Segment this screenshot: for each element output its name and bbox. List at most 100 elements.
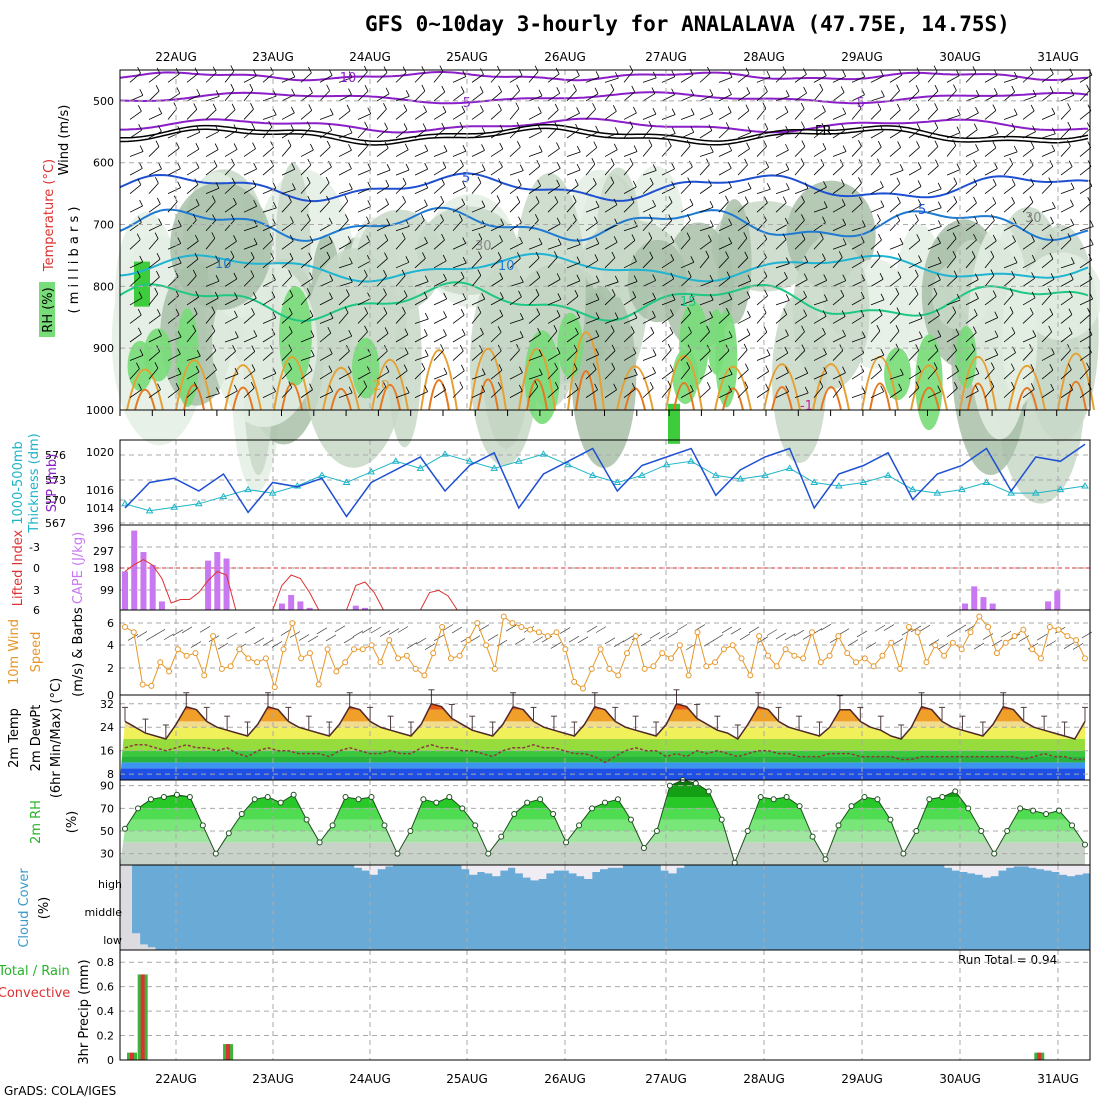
wind10-barb [919, 624, 931, 632]
lifted-tick-3: 3 [33, 584, 40, 597]
wind-barb [338, 200, 349, 213]
wind-barb-flag [423, 291, 428, 299]
wind-barb-flag [633, 106, 637, 114]
wind10-barb [334, 625, 346, 633]
wind-barb-flag [743, 232, 748, 239]
wind-barb [680, 94, 694, 102]
isotherm-20 [665, 355, 703, 411]
wind-barb-flag [861, 386, 866, 394]
rh-band [120, 819, 1085, 831]
wind-barb [1041, 150, 1055, 157]
wind-barb [737, 132, 752, 139]
wind-barb [661, 386, 672, 398]
wind-barb [756, 331, 768, 343]
thickness-series-marker [711, 471, 720, 478]
wind-barb [186, 330, 197, 343]
wind-barb [585, 131, 599, 139]
wind-barb [338, 281, 353, 287]
wind-barb [813, 372, 827, 380]
wind-barb [376, 386, 387, 398]
ylabel-cloud: Cloud Cover [17, 868, 32, 948]
wind10-barb [1018, 635, 1030, 642]
wind-barb [585, 369, 597, 380]
rh-series-marker [861, 794, 868, 800]
wind-barb-flag [554, 196, 559, 203]
wind-barb [186, 131, 200, 139]
wind10-series-marker [174, 646, 181, 653]
wind-barb-flag [177, 126, 182, 133]
wind-barb-flag [270, 252, 275, 260]
wind-barb [433, 111, 447, 120]
wind-barb [1041, 258, 1054, 269]
wind-barb [718, 94, 732, 102]
wind-barb-flag [1050, 273, 1055, 280]
wind10-series-marker [1082, 655, 1088, 662]
cape-bar [1045, 601, 1052, 610]
wind-barb [851, 226, 866, 232]
wind-barb-flag [216, 387, 220, 394]
rh-series-marker [186, 794, 193, 800]
wind10-barb [937, 643, 949, 650]
wind-barb [148, 314, 161, 324]
wind-barb [300, 336, 315, 343]
wind-barb-flag [538, 89, 543, 97]
wind-barb-flag [956, 126, 961, 133]
wind10-series-marker [870, 663, 877, 670]
wind-barb-flag [195, 142, 200, 150]
isotherm-25 [918, 387, 940, 411]
wind-barb-flag [858, 196, 863, 203]
precip-convective-bar [1037, 1052, 1042, 1060]
date-bottom-28AUG: 28AUG [743, 1072, 785, 1086]
wind-barb-flag [441, 178, 445, 185]
wind-barb [547, 185, 560, 194]
wind-barb-flag [1049, 364, 1054, 371]
wind10-series-marker [201, 672, 208, 679]
rh-series-marker [472, 822, 479, 829]
wind10-series-marker [342, 659, 349, 666]
wind10-series-marker [148, 682, 155, 689]
wind-barb [262, 72, 274, 83]
wind-barb [680, 204, 694, 213]
wind-barb-flag [556, 217, 561, 225]
wind-barb-flag [325, 176, 330, 184]
wind-barb [1003, 241, 1016, 250]
wind-barb [262, 187, 277, 195]
wind-barb-flag [914, 288, 919, 295]
wind-barb [509, 185, 522, 194]
ylabel-precip: 3hr Precip (mm) [77, 959, 92, 1064]
wind-barb-flag [272, 218, 277, 225]
rh-series-marker [134, 805, 141, 812]
rh-series-marker [524, 799, 531, 806]
wind-barb-flag [652, 199, 656, 207]
wind-barb-flag [614, 127, 619, 134]
wind-barb [908, 293, 919, 306]
rh-series-marker [627, 816, 634, 823]
wind-barb-flag [611, 344, 616, 352]
wind-barb-flag [614, 71, 619, 79]
wind-barb-flag [897, 141, 901, 148]
wind-barb-flag [424, 181, 429, 189]
wind-barb [224, 316, 238, 324]
wind10-barb [640, 639, 652, 647]
wind-barb [338, 350, 350, 361]
wind-barb [984, 110, 997, 120]
wind-barb-flag [823, 181, 827, 188]
date-top-29AUG: 29AUG [841, 50, 883, 64]
thickness-series-marker [687, 457, 696, 464]
wind-barb [661, 314, 674, 324]
wind10-barb [451, 626, 463, 634]
wind-barb-flag [994, 127, 999, 134]
wind-barb-flag [1050, 383, 1055, 391]
wind10-barb [469, 635, 481, 643]
wind-barb [186, 275, 197, 287]
wind-barb-flag [728, 385, 733, 392]
wind-barb-flag [250, 251, 255, 259]
wind-barb [927, 350, 939, 361]
wind-barb [984, 336, 999, 343]
wind-barb [737, 148, 750, 157]
wind-barb [908, 337, 923, 343]
wind-barb-flag [366, 235, 371, 242]
wind-barb [357, 222, 370, 232]
wind10-series-marker [491, 665, 498, 672]
